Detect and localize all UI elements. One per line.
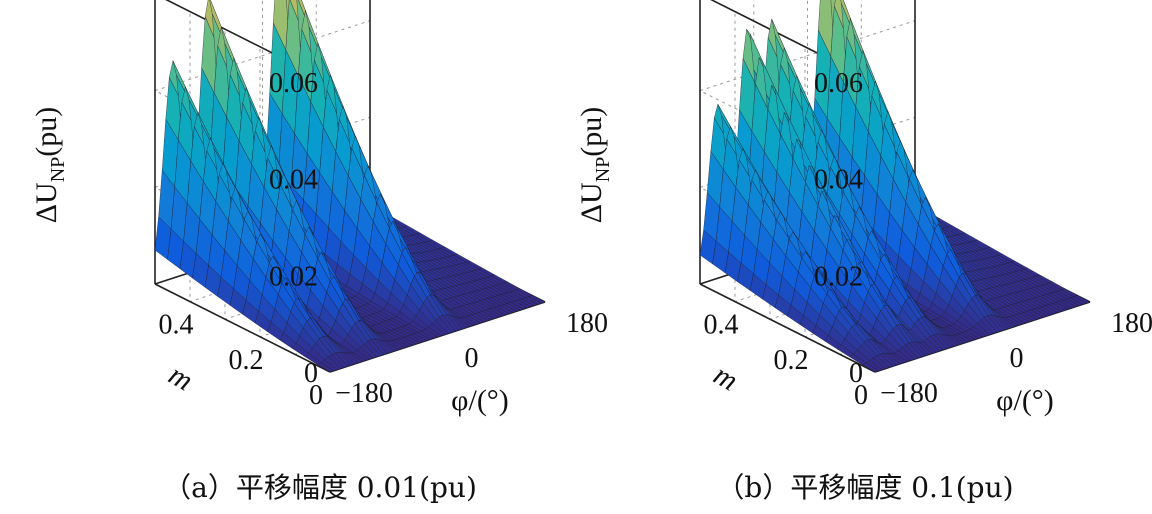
z-tick-label: 0 (304, 358, 318, 389)
axis-frame-edge (154, 283, 331, 373)
surface (154, 0, 546, 373)
panel-caption: （a）平移幅度 0.01(pu) (163, 471, 477, 504)
m-tick-label: 0 (854, 380, 868, 411)
z-tick-label: 0.06 (814, 68, 863, 99)
surface-patch (1073, 295, 1091, 304)
z-tick-label: 0 (849, 358, 863, 389)
z-tick-label: 0.02 (814, 261, 863, 292)
z-axis-label: ΔUNP(pu) (30, 107, 69, 224)
m-tick-label: 0.4 (159, 310, 194, 341)
phi-axis-label: φ/(°) (996, 384, 1054, 417)
z-tick-label: 0.02 (269, 261, 318, 292)
panel-b: 0 0.02 0.04 0.06 0 0.2 0.4 −180 0 180 ΔUNP(pu) m φ/(… (575, 0, 1152, 504)
axis-frame-edge (699, 283, 876, 373)
m-axis-label: m (708, 358, 743, 397)
phi-tick-label: −180 (335, 378, 393, 409)
z-axis-label: ΔUNP(pu) (575, 107, 614, 224)
z-tick-label: 0.06 (269, 68, 318, 99)
phi-tick-label: 180 (1111, 308, 1152, 339)
phi-axis-label: φ/(°) (451, 384, 509, 417)
m-tick-label: 0.2 (229, 345, 264, 376)
panel-caption: （b）平移幅度 0.1(pu) (716, 471, 1013, 504)
surface (699, 0, 1091, 373)
surface-patch (528, 295, 546, 304)
m-tick-label: 0 (309, 380, 323, 411)
phi-tick-label: −180 (880, 378, 938, 409)
z-tick-label: 0.04 (269, 165, 318, 196)
m-axis-label: m (163, 358, 198, 397)
phi-tick-label: 0 (1010, 343, 1024, 374)
m-tick-label: 0.2 (774, 345, 809, 376)
z-tick-label: 0.04 (814, 165, 863, 196)
phi-tick-label: 0 (465, 343, 479, 374)
phi-tick-label: 180 (566, 308, 608, 339)
panel-a: 0 0.02 0.04 0.06 0 0.2 0.4 −180 0 180 ΔUNP(pu) m φ/(… (30, 0, 608, 504)
m-tick-label: 0.4 (704, 310, 739, 341)
